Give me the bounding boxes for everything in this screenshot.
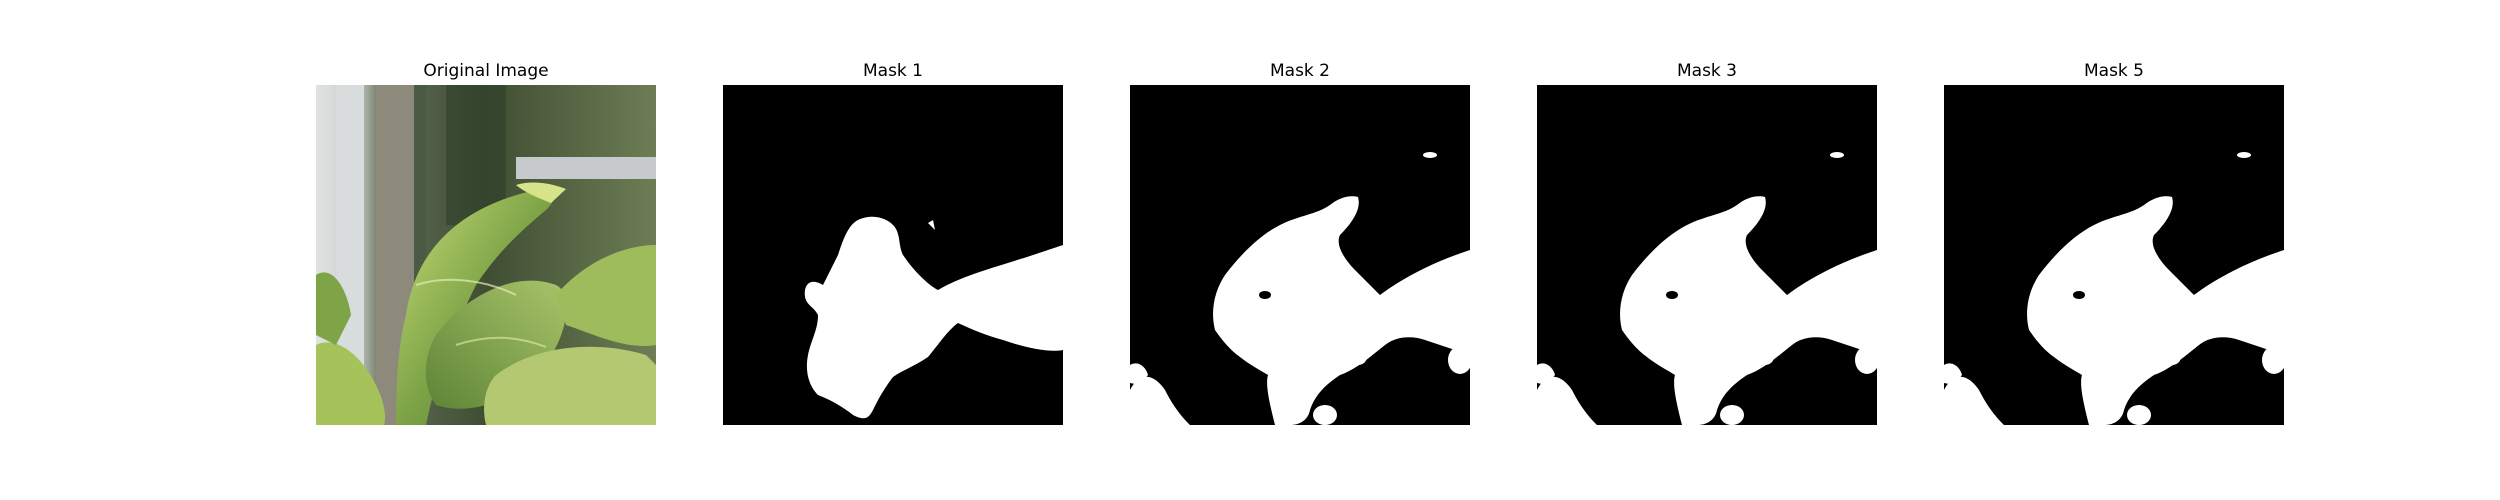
panel-title: Mask 3 [1676,61,1737,81]
original-image [316,85,656,425]
panel-title: Original Image [423,61,549,81]
mask-3-graphic [1537,85,1877,425]
mask-1-graphic [723,85,1063,425]
mask-image [1944,85,2284,425]
mask-5-graphic [1944,85,2284,425]
panel-title: Mask 2 [1269,61,1330,81]
mask-2-graphic [1130,85,1470,425]
mask-image [723,85,1063,425]
mask-image [1537,85,1877,425]
original-photo-graphic [316,85,656,425]
panel-title: Mask 5 [2083,61,2144,81]
mask-image [1130,85,1470,425]
panel-title: Mask 1 [862,61,923,81]
